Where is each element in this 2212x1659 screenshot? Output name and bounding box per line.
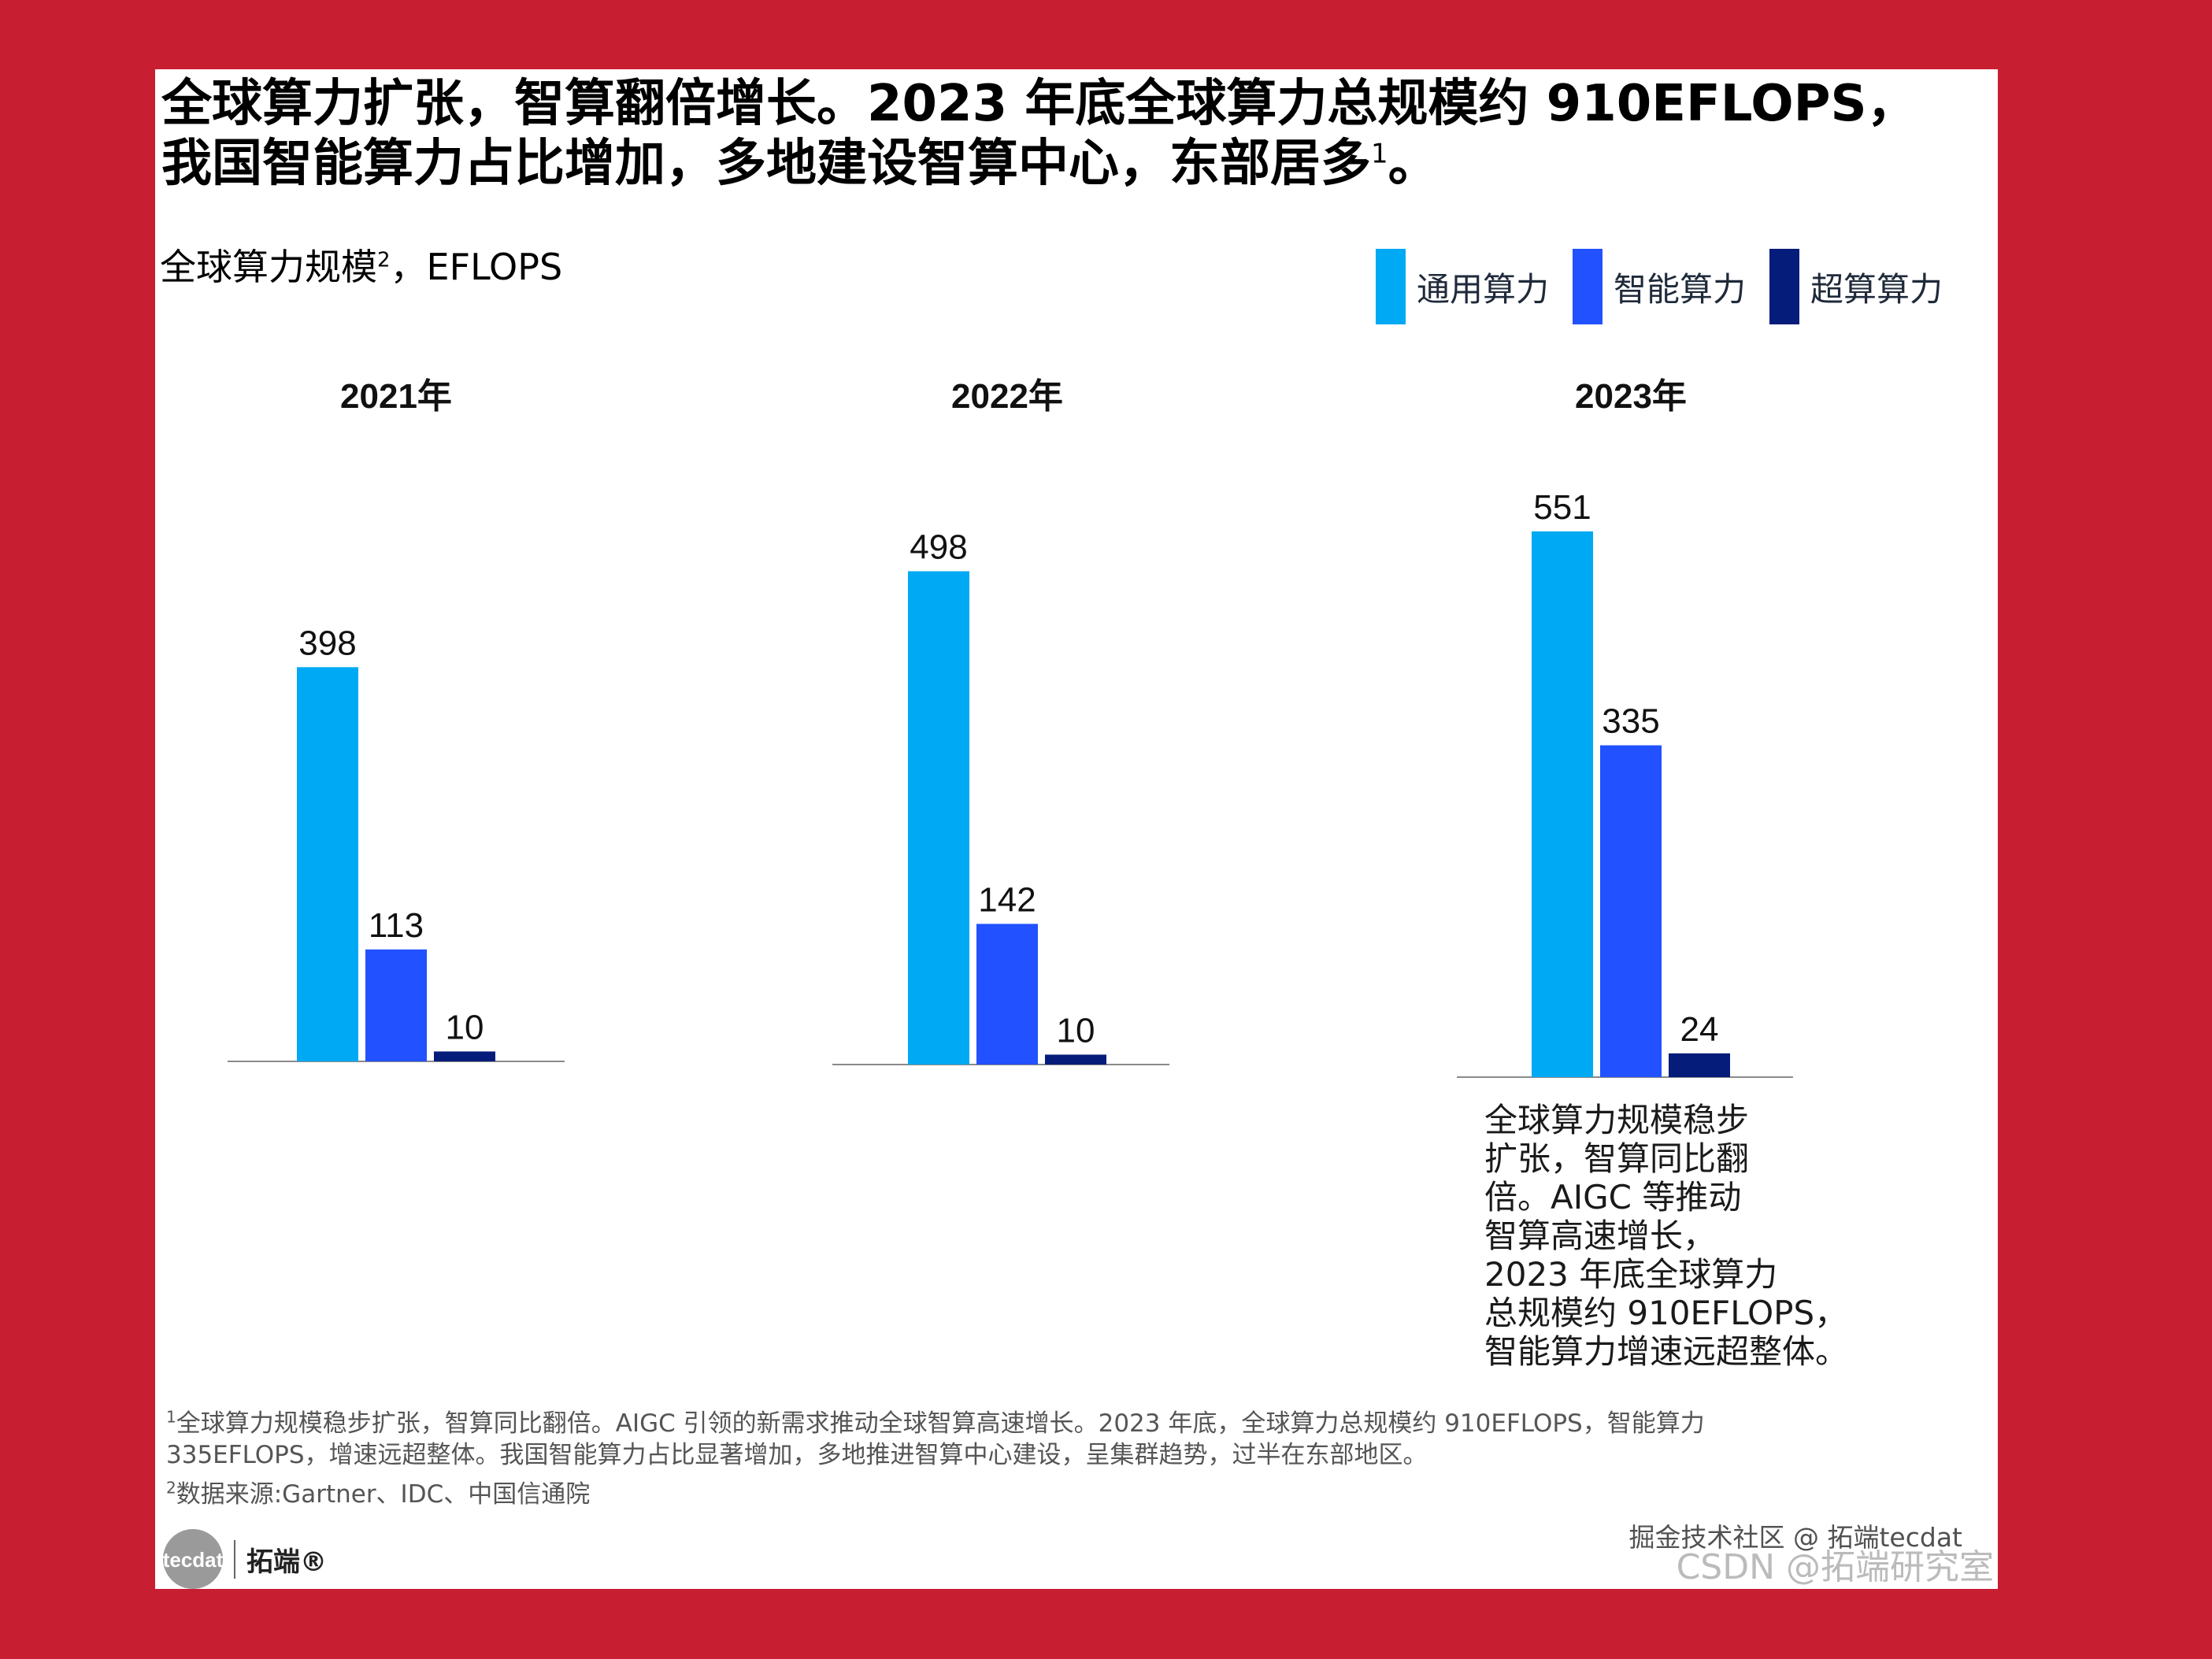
watermark-csdn: CSDN @拓端研究室 [1676, 1547, 1994, 1587]
bar-chart: 398 113 10 2021年 498 142 10 2022年 551 335 24 2023年 [228, 377, 1793, 1078]
footnote-2-mark: 2 [166, 1478, 176, 1498]
legend-item-intelligent: 智能算力 [1573, 247, 1746, 326]
legend-swatch-general [1376, 249, 1406, 324]
bar-value-label: 551 [1533, 488, 1591, 527]
legend-swatch-intelligent [1573, 249, 1603, 324]
legend-label-intelligent: 智能算力 [1614, 269, 1747, 309]
bar-value-label: 10 [1057, 1011, 1095, 1050]
chart-title-text: 全球算力规模 [160, 246, 377, 288]
bar-value-label: 398 [298, 624, 356, 662]
bar [976, 924, 1038, 1065]
bar [1045, 1054, 1106, 1065]
bar-value-label: 113 [369, 906, 424, 945]
footnote-2-text: 数据来源:Gartner、IDC、中国信通院 [176, 1480, 591, 1509]
watermark-juejin: 掘金技术社区 @ 拓端tecdat [1628, 1522, 1962, 1553]
footnote-1-mark: 1 [166, 1407, 176, 1427]
callout-line: 2023 年底全球算力 [1484, 1255, 1778, 1294]
bar [1532, 531, 1593, 1077]
brand-logo: tecdat 拓端® [161, 1528, 327, 1590]
headline-line-2-text: 我国智能算力占比增加，多地建设智算中心，东部居多 [161, 135, 1371, 193]
footnote-1-text-1: 全球算力规模稳步扩张，智算同比翻倍。AIGC 引领的新需求推动全球智算高速增长。… [176, 1409, 1705, 1438]
chart-title-footnote-mark: 2 [377, 248, 391, 272]
bar [1669, 1053, 1730, 1077]
bar [908, 571, 969, 1065]
group-label: 2022年 [951, 377, 1063, 416]
headline-footnote-mark: 1 [1371, 138, 1388, 170]
bar [1600, 745, 1662, 1077]
bar-value-label: 335 [1602, 702, 1659, 741]
tecdat-logo-icon: tecdat [163, 1529, 224, 1589]
chart-title: 全球算力规模2，EFLOPS [160, 239, 562, 291]
callout-line: 智能算力增速远超整体。 [1484, 1332, 1849, 1371]
footnote-1-line-1: 1全球算力规模稳步扩张，智算同比翻倍。AIGC 引领的新需求推动全球智算高速增长… [166, 1408, 1977, 1439]
callout-line: 智算高速增长， [1484, 1216, 1717, 1255]
legend-item-super: 超算算力 [1769, 247, 1943, 326]
bar [365, 949, 427, 1061]
group-label: 2021年 [340, 377, 452, 416]
bar-value-label: 10 [446, 1008, 484, 1046]
footnote-1-line-2: 335EFLOPS，增速远超整体。我国智能算力占比显著增加，多地推进智算中心建设… [166, 1441, 1428, 1469]
legend-swatch-super [1769, 249, 1800, 324]
footnote-1: 1全球算力规模稳步扩张，智算同比翻倍。AIGC 引领的新需求推动全球智算高速增长… [166, 1408, 1977, 1471]
slide: 全球算力扩张，智算翻倍增长。2023 年底全球算力总规模约 910EFLOPS，… [155, 69, 1998, 1589]
callout-line: 倍。AIGC 等推动 [1484, 1178, 1742, 1216]
callout-line: 扩张，智算同比翻 [1484, 1139, 1750, 1178]
headline-line-1: 全球算力扩张，智算翻倍增长。2023 年底全球算力总规模约 910EFLOPS， [161, 75, 1917, 133]
legend-item-general: 通用算力 [1376, 247, 1549, 326]
bar-value-label: 142 [978, 880, 1036, 919]
logo-mark-text: tecdat [163, 1548, 224, 1572]
legend-label-super: 超算算力 [1810, 269, 1943, 309]
chart-legend: 通用算力 智能算力 超算算力 [1376, 247, 1943, 326]
callout-line: 总规模约 910EFLOPS， [1484, 1294, 1848, 1332]
brand-name: 拓端® [234, 1539, 327, 1579]
headline: 全球算力扩张，智算翻倍增长。2023 年底全球算力总规模约 910EFLOPS，… [161, 74, 1988, 194]
bar [434, 1051, 495, 1061]
bar-value-label: 24 [1680, 1010, 1719, 1049]
callout-line: 全球算力规模稳步 [1484, 1101, 1750, 1139]
legend-label-general: 通用算力 [1417, 269, 1550, 309]
bar-value-label: 498 [910, 528, 967, 567]
chart-unit: ，EFLOPS [390, 246, 563, 288]
callout-text: 全球算力规模稳步 扩张，智算同比翻 倍。AIGC 等推动 智算高速增长， 202… [1484, 1101, 1925, 1371]
footnote-2: 2数据来源:Gartner、IDC、中国信通院 [166, 1479, 1977, 1510]
group-label: 2023年 [1575, 377, 1687, 416]
footnotes: 1全球算力规模稳步扩张，智算同比翻倍。AIGC 引领的新需求推动全球智算高速增长… [166, 1408, 1977, 1518]
headline-line-2-end: 。 [1388, 135, 1439, 193]
bar [297, 667, 358, 1061]
headline-line-2: 我国智能算力占比增加，多地建设智算中心，东部居多1。 [161, 134, 1988, 194]
